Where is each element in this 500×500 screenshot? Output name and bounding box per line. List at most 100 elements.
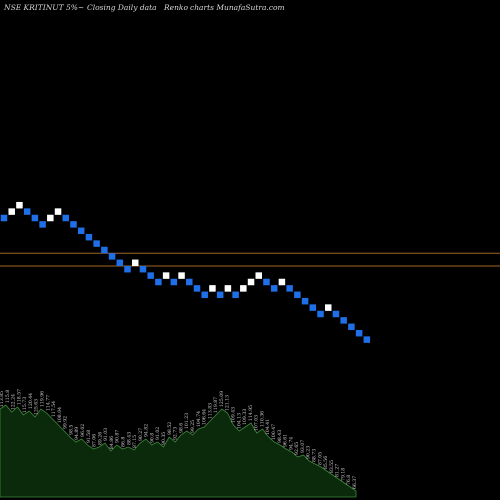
- price-label: 90.23: [306, 446, 312, 459]
- price-label: 115.73: [22, 397, 28, 413]
- down-brick: [216, 291, 224, 299]
- price-label: 114.77: [45, 395, 51, 411]
- up-brick: [247, 278, 255, 286]
- down-brick: [101, 246, 108, 254]
- down-brick: [147, 272, 154, 279]
- down-brick: [340, 317, 347, 324]
- price-label: 83.55: [329, 460, 335, 473]
- price-label: 87.06: [92, 434, 98, 447]
- down-brick: [62, 214, 70, 222]
- down-brick: [170, 278, 178, 286]
- down-brick: [355, 329, 363, 337]
- down-brick: [193, 285, 201, 292]
- price-label: 110.36: [259, 411, 265, 427]
- price-label: 92.73: [173, 427, 179, 440]
- price-label: 89.26: [97, 432, 103, 445]
- price-label: 107.03: [254, 415, 260, 431]
- up-brick: [162, 272, 170, 279]
- price-label: 100.47: [271, 424, 277, 440]
- down-brick: [317, 310, 324, 318]
- down-brick: [139, 265, 147, 273]
- down-brick: [108, 253, 116, 260]
- price-label: 98.43: [277, 430, 283, 443]
- price-label: 119.87: [213, 397, 219, 413]
- down-brick: [116, 259, 124, 267]
- down-brick: [232, 291, 239, 299]
- up-brick: [324, 304, 332, 311]
- up-brick: [47, 214, 54, 222]
- price-label: 94.89: [74, 427, 80, 440]
- price-label: 115.8: [5, 390, 11, 403]
- chart-type-label: Renko: [163, 3, 188, 12]
- down-brick: [286, 285, 293, 292]
- up-brick: [8, 208, 15, 215]
- down-brick: [70, 221, 77, 228]
- price-label: 125.09: [219, 391, 225, 407]
- price-label: 98.5: [68, 425, 74, 435]
- price-label: 93.07: [300, 440, 306, 453]
- price-label: 90.87: [115, 430, 121, 443]
- volume-area-path: [0, 404, 357, 498]
- up-brick: [224, 285, 232, 292]
- price-label: 96.61: [283, 434, 289, 447]
- down-brick: [294, 291, 301, 299]
- price-label: 122.24: [11, 394, 17, 410]
- level-lines: [0, 252, 500, 267]
- price-label: 94.82: [144, 424, 150, 437]
- down-brick: [85, 233, 93, 241]
- price-label: 98.52: [167, 422, 173, 435]
- price-label: 104.41: [265, 419, 271, 435]
- down-brick: [31, 214, 39, 222]
- price-label: 98.6: [178, 423, 184, 433]
- price-label: 121.13: [225, 395, 231, 411]
- price-label: 91.02: [155, 427, 161, 440]
- down-brick: [363, 336, 371, 343]
- chart-caption: Closing Daily data: [87, 3, 157, 12]
- price-label: 125.63: [34, 399, 40, 415]
- down-brick: [309, 304, 317, 311]
- price-label: 99.25: [190, 420, 196, 433]
- price-label: 90.8: [150, 433, 156, 443]
- up-brick: [240, 285, 247, 292]
- price-label: 109.33: [242, 409, 248, 425]
- price-label: 90.35: [161, 432, 167, 445]
- price-label: 87.05: [317, 452, 323, 465]
- up-brick: [178, 272, 185, 279]
- up-brick: [255, 272, 263, 279]
- down-brick: [0, 214, 8, 222]
- price-label: 99.92: [63, 416, 69, 429]
- price-label: 114.95: [248, 405, 254, 421]
- down-brick: [39, 221, 46, 228]
- price-label: 88.73: [312, 449, 318, 462]
- up-brick: [16, 201, 23, 209]
- down-brick: [270, 285, 278, 292]
- down-brick: [201, 291, 208, 299]
- price-label: 66.37: [352, 476, 358, 489]
- price-label: 101.23: [184, 413, 190, 429]
- price-label: 113.85: [0, 391, 5, 407]
- down-brick: [77, 227, 85, 235]
- up-brick: [131, 259, 139, 267]
- up-brick: [278, 278, 286, 286]
- price-label: 109.43: [231, 407, 237, 423]
- price-label: 92.65: [294, 442, 300, 455]
- price-label: 88.43: [126, 432, 132, 445]
- price-label: 86.8: [121, 437, 127, 447]
- down-brick: [155, 278, 162, 286]
- price-label: 87.15: [132, 435, 138, 448]
- up-brick: [209, 285, 216, 292]
- down-brick: [23, 208, 31, 215]
- down-brick: [186, 278, 193, 286]
- price-label: 119.96: [40, 391, 46, 407]
- up-brick: [54, 208, 62, 215]
- down-brick: [124, 265, 131, 273]
- price-label: 81.27: [335, 464, 341, 477]
- down-brick: [93, 240, 100, 247]
- price-label: 96.02: [80, 424, 86, 437]
- price-label: 76.8: [346, 475, 352, 485]
- price-label: 79.18: [340, 468, 346, 481]
- down-brick: [332, 310, 340, 318]
- price-label: 118.57: [16, 389, 22, 405]
- price-label: 85.56: [323, 456, 329, 469]
